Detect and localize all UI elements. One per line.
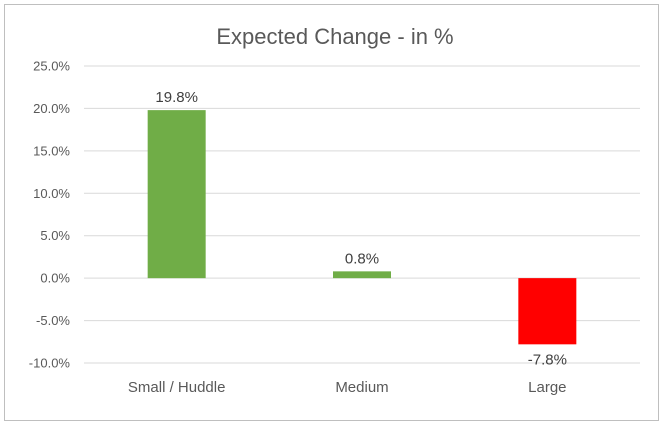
- bar: [333, 271, 391, 279]
- y-tick-label: -10.0%: [29, 356, 71, 371]
- y-tick-label: 5.0%: [40, 228, 70, 243]
- data-label: 0.8%: [345, 250, 379, 267]
- bar: [147, 110, 206, 279]
- y-tick-label: 15.0%: [33, 143, 70, 158]
- data-label: 19.8%: [155, 89, 198, 106]
- data-label: -7.8%: [528, 351, 567, 368]
- chart-frame: [4, 4, 659, 421]
- category-label: Large: [528, 379, 566, 396]
- y-tick-label: -5.0%: [36, 313, 70, 328]
- y-tick-label: 10.0%: [33, 186, 70, 201]
- bar: [518, 278, 577, 345]
- y-axis-ticks: 25.0% 20.0% 15.0% 10.0% 5.0% 0.0% -5.0% -10.0%: [29, 59, 71, 371]
- y-tick-label: 0.0%: [40, 271, 70, 286]
- bars: [147, 110, 577, 345]
- category-label: Medium: [335, 379, 388, 396]
- y-tick-label: 25.0%: [33, 59, 70, 74]
- chart-title: Expected Change - in %: [216, 24, 453, 49]
- data-labels: 19.8% 0.8% -7.8%: [155, 89, 567, 368]
- x-axis-categories: Small / Huddle Medium Large: [128, 379, 567, 396]
- category-label: Small / Huddle: [128, 379, 226, 396]
- y-tick-label: 20.0%: [33, 101, 70, 116]
